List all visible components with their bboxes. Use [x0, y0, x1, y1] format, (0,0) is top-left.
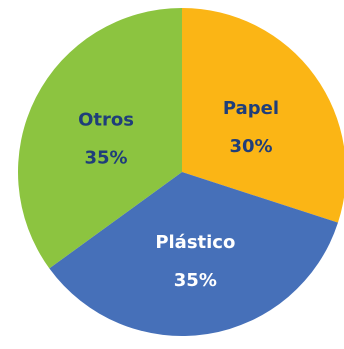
pie-slice-otros — [17, 8, 182, 269]
pie-slice-plastico — [49, 172, 338, 336]
slice-value-plastico: 35% — [174, 270, 217, 291]
labels-layer: Papel 30% Plástico 35% Otros 35% — [78, 98, 279, 291]
slice-value-papel: 30% — [229, 136, 272, 157]
slice-label-otros: Otros — [78, 109, 134, 130]
pie-slice-papel — [182, 8, 344, 223]
slice-label-plastico: Plástico — [155, 232, 235, 253]
slices-layer — [17, 8, 344, 336]
slice-value-otros: 35% — [84, 147, 127, 168]
slice-label-papel: Papel — [223, 98, 279, 119]
